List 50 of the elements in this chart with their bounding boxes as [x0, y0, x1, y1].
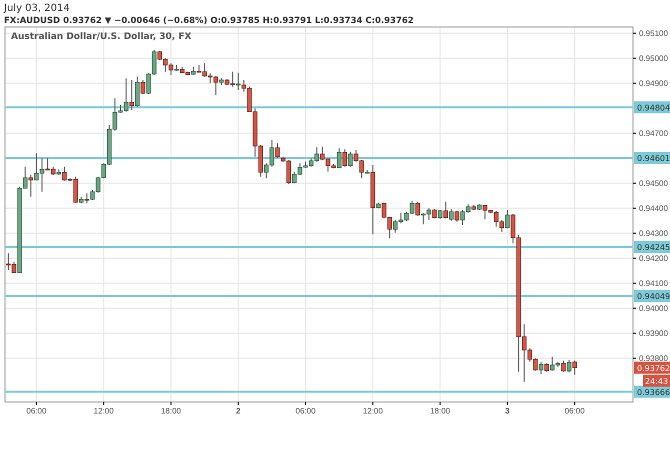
candlestick: [572, 360, 577, 376]
candlestick: [336, 148, 342, 169]
ref-line-label: 0.94245: [637, 243, 670, 252]
x-tick-label: 3: [505, 406, 510, 416]
candlestick: [505, 210, 510, 229]
y-tick-label: 0.94000: [639, 304, 668, 313]
y-tick-label: 0.93900: [639, 328, 668, 338]
text: 24:43: [645, 376, 668, 386]
y-tick-label: 0.93800: [639, 354, 668, 363]
candlestick: [275, 142, 280, 159]
x-tick-label: 12:00: [362, 406, 384, 416]
y-tick-label: 0.95000: [639, 54, 668, 63]
candlestick: [561, 360, 566, 372]
x-tick-label: 06:00: [296, 406, 316, 416]
candlestick: [342, 148, 348, 168]
y-tick-label: 0.94900: [639, 78, 668, 88]
candlestick: [129, 80, 134, 110]
candlestick: [538, 361, 544, 375]
candlestick: [28, 174, 34, 198]
annotation: 0.93762: [637, 364, 670, 373]
x-tick-label: 2: [236, 406, 242, 416]
ref-line-label: 0.94049: [637, 292, 670, 301]
candlestick: [348, 151, 353, 168]
annotation: Australian Dollar/U.S. Dollar, 30, FX: [11, 32, 192, 42]
x-tick-label: 18:00: [430, 406, 451, 416]
candlestick: [140, 80, 146, 94]
x-tick-label: 06:00: [564, 406, 586, 416]
x-tick-label: 06:00: [26, 406, 47, 416]
candlestick: [236, 72, 241, 90]
candlestick: [415, 201, 420, 216]
y-tick-label: 0.94100: [639, 278, 668, 288]
candlestick: [443, 201, 448, 219]
ref-line-label: 0.94804: [637, 103, 670, 112]
ref-line-label: 0.93666: [637, 388, 670, 397]
candlestick: [84, 192, 90, 204]
candlestick: [449, 208, 454, 222]
y-tick-label: 0.94200: [639, 254, 668, 263]
ref-line-label: 0.94601: [637, 154, 670, 163]
x-tick-label: 12:00: [94, 406, 114, 416]
chart-title: July 03, 2014: [3, 3, 70, 14]
y-tick-label: 0.94300: [639, 228, 668, 238]
y-tick-label: 0.94500: [639, 178, 668, 188]
x-tick-label: 18:00: [160, 406, 182, 416]
candlestick: [135, 76, 140, 108]
y-tick-label: 0.94400: [639, 204, 668, 213]
y-tick-label: 0.94700: [639, 128, 668, 138]
candlestick: [566, 360, 572, 373]
y-tick-label: 0.95100: [639, 28, 668, 38]
candlestick: [454, 210, 460, 222]
chart-subtitle: FX:AUDUSD 0.93762 ▼ −0.00646 (−0.68%) O:0.93785 H:0.93791 L:0.93734 C:0.93762: [4, 16, 414, 26]
